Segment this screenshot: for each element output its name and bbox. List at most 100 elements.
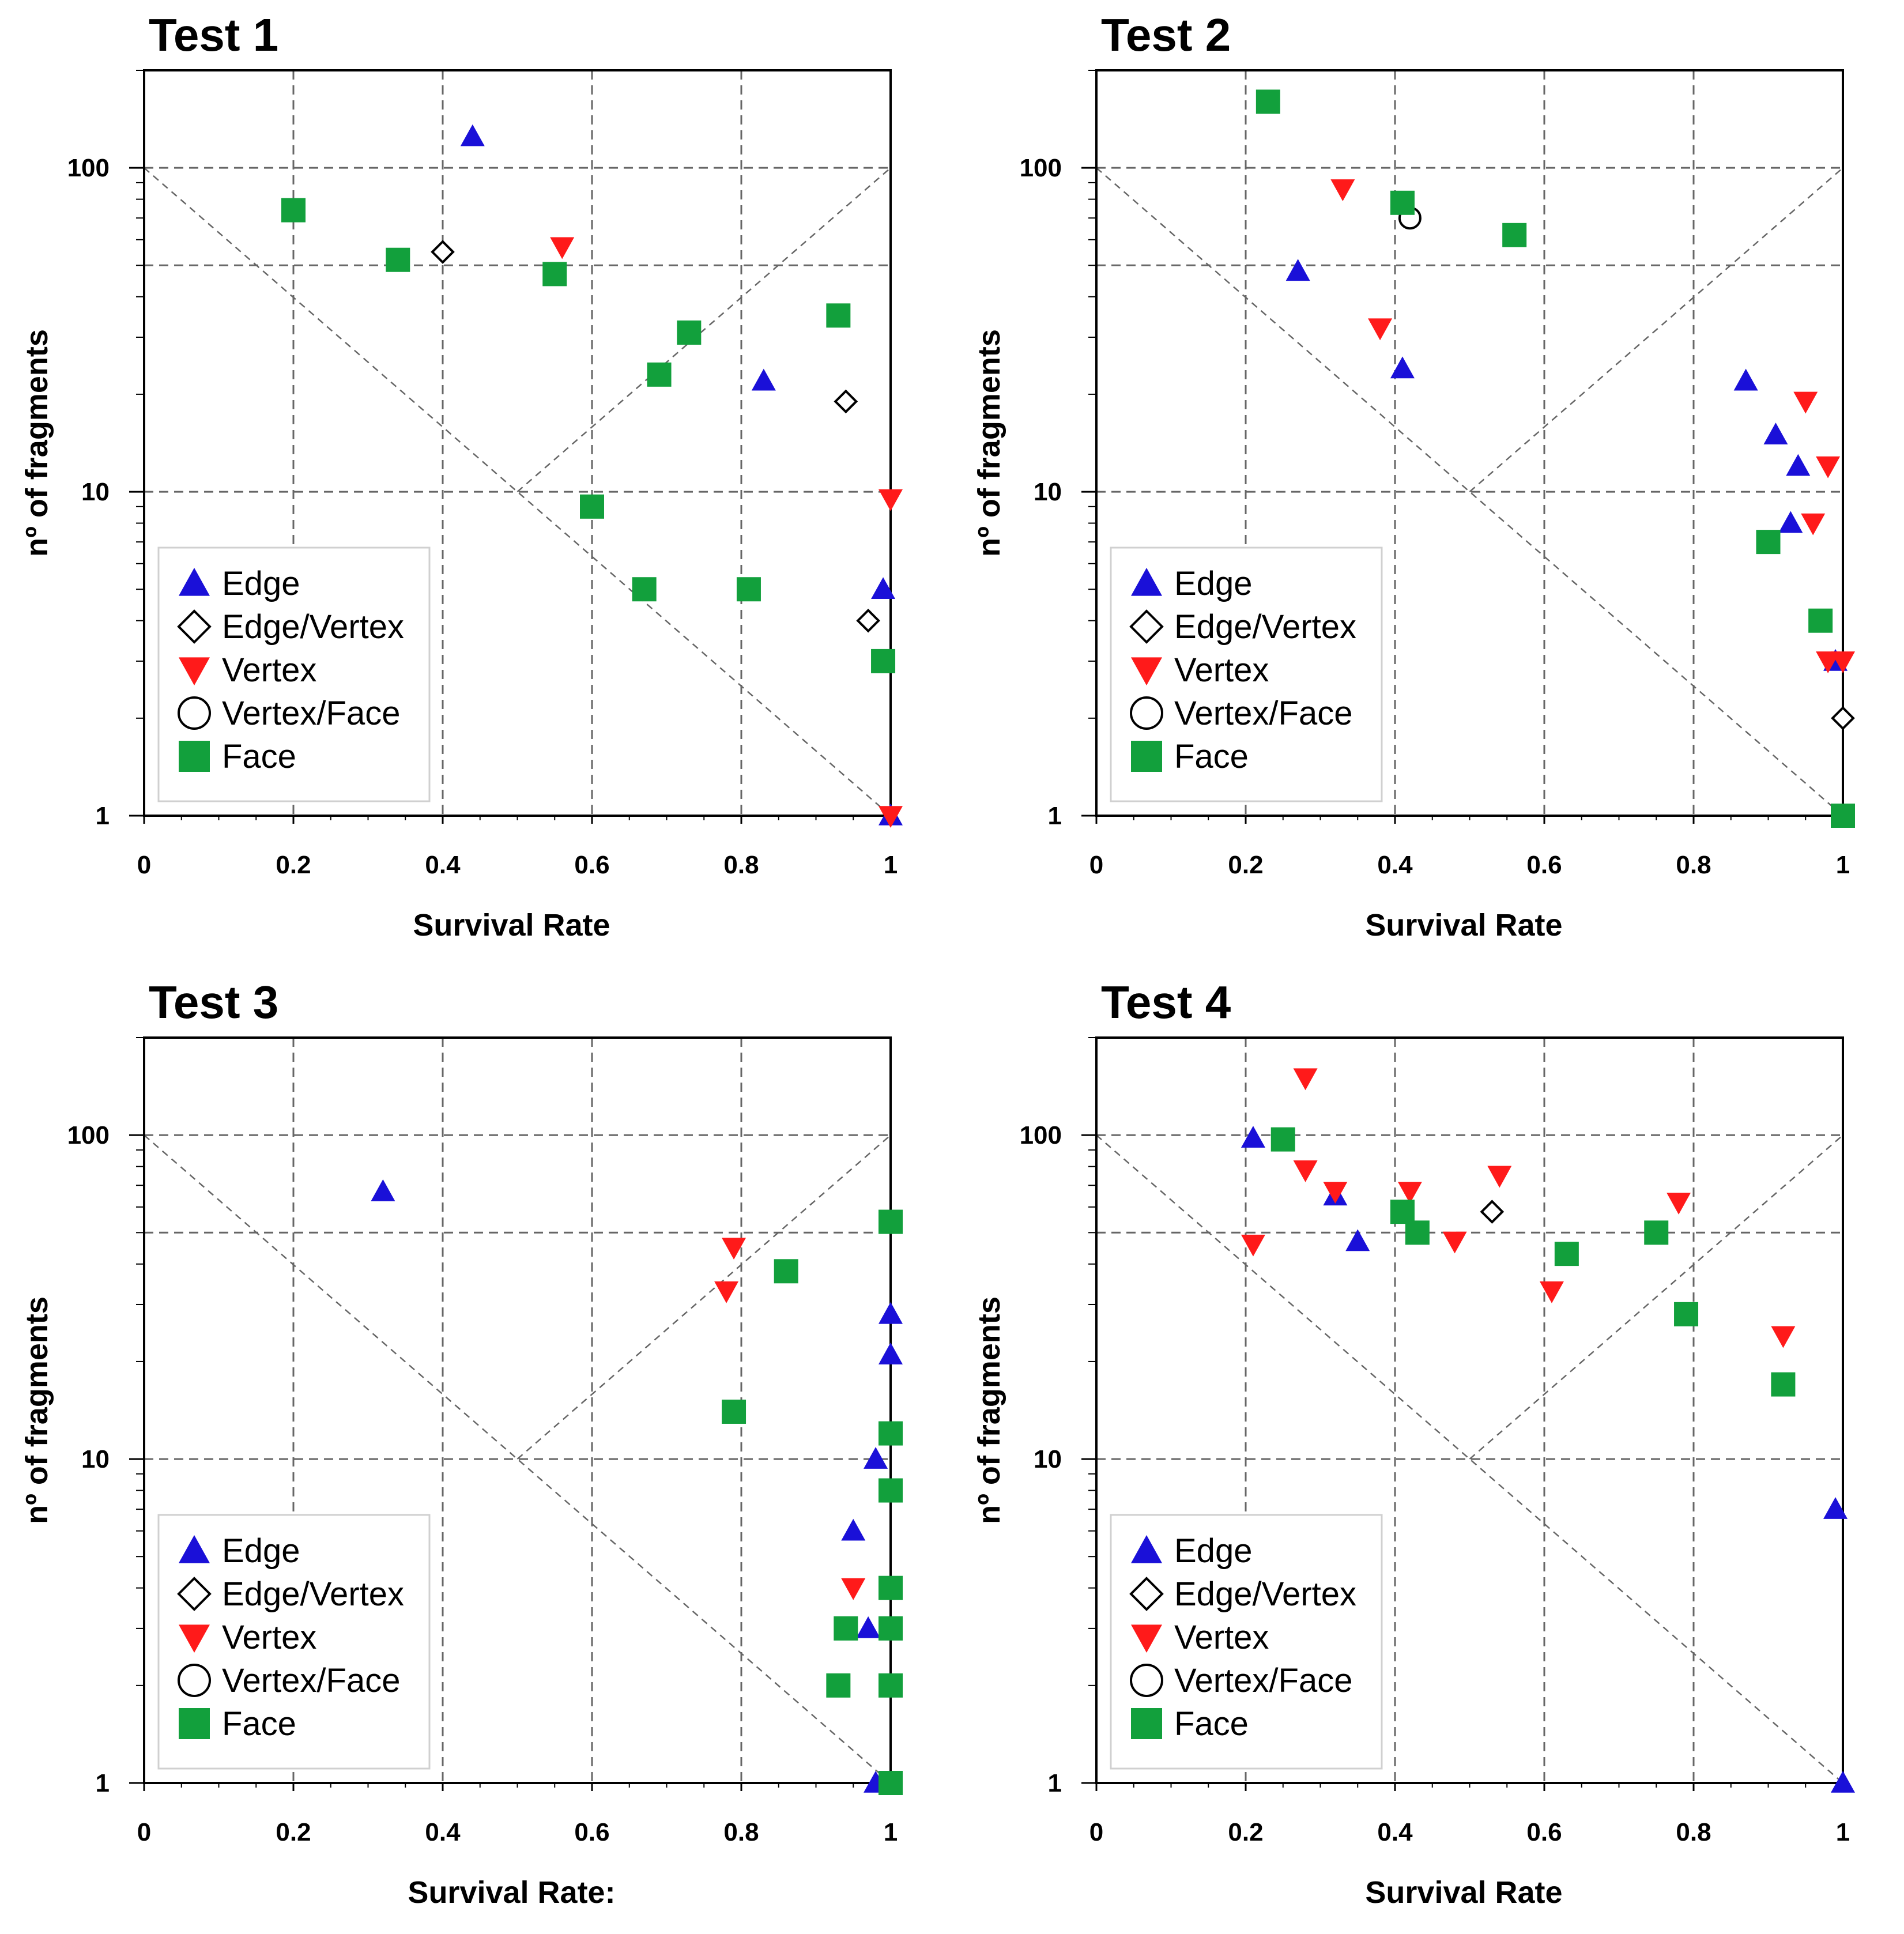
chart-svg: Test 1 1 10 100 0 0.2 0.4 0.6 0.8 1 Survival Rate n… — [20, 9, 903, 943]
chart-panel-test1: Test 1 1 10 100 0 0.2 0.4 0.6 0.8 1 Survival Rate n… — [0, 0, 952, 967]
x-tick-label: 0.2 — [276, 851, 311, 879]
data-point-edge — [371, 1179, 395, 1201]
data-point-vertex — [1487, 1166, 1512, 1188]
reference-diagonal-rising — [1469, 1134, 1843, 1460]
legend-marker-edge-vertex — [1129, 609, 1164, 644]
legend-marker-face — [179, 1708, 210, 1739]
chart-panel-test4: Test 4 1 10 100 0 0.2 0.4 0.6 0.8 1 Survival Rate n… — [952, 967, 1904, 1934]
legend-label-edge-vertex: Edge/Vertex — [1174, 608, 1356, 646]
y-tick-label: 1 — [1048, 1769, 1062, 1797]
reference-diagonal-falling — [144, 167, 891, 816]
x-axis-label: Survival Rate — [1365, 1875, 1562, 1910]
data-point-face — [281, 198, 306, 223]
x-axis-label: Survival Rate — [1365, 908, 1562, 943]
legend: Edge Edge/Vertex Vertex Vertex/Face Face — [1110, 1514, 1383, 1770]
data-point-vertex — [550, 237, 575, 259]
x-tick-label: 0.6 — [574, 1818, 609, 1846]
legend: Edge Edge/Vertex Vertex Vertex/Face Face — [157, 1514, 431, 1770]
legend-marker-vertex — [1131, 1624, 1162, 1653]
data-point-vertex — [1293, 1160, 1318, 1182]
y-axis-label: nº of fragments — [972, 329, 1006, 557]
legend-label-vertex-face: Vertex/Face — [1174, 1662, 1352, 1699]
data-point-face — [879, 1673, 903, 1698]
data-point-face — [1554, 1242, 1579, 1266]
plot-frame — [143, 1036, 892, 1784]
plot-frame — [1095, 69, 1844, 817]
data-point-edge — [460, 124, 485, 146]
data-point-edge — [1241, 1126, 1265, 1148]
reference-diagonal-rising — [1469, 167, 1843, 493]
legend-label-face: Face — [1174, 738, 1249, 775]
y-tick-label: 10 — [81, 478, 110, 506]
chart-svg: Test 4 1 10 100 0 0.2 0.4 0.6 0.8 1 Survival Rate n… — [972, 977, 1855, 1910]
data-point-edge — [1763, 423, 1788, 444]
data-point-vertex — [1397, 1182, 1422, 1204]
legend-label-edge-vertex: Edge/Vertex — [1174, 1575, 1356, 1613]
y-axis-label: nº of fragments — [20, 1296, 54, 1524]
legend-label-edge: Edge — [1174, 1532, 1252, 1570]
x-tick-label: 0 — [1089, 1818, 1103, 1846]
data-point-vertex — [1771, 1326, 1796, 1348]
data-point-face — [879, 1209, 903, 1234]
data-points — [371, 1179, 903, 1795]
data-point-edge — [1285, 259, 1310, 281]
y-tick-label: 10 — [1034, 478, 1062, 506]
data-point-face — [1771, 1372, 1796, 1397]
data-point-edge — [1345, 1229, 1370, 1251]
reference-diagonal-falling — [1096, 1134, 1843, 1784]
y-axis-label: nº of fragments — [972, 1296, 1006, 1524]
data-point-face — [542, 262, 567, 286]
y-axis-label: nº of fragments — [20, 329, 54, 557]
x-tick-label: 0.4 — [425, 851, 461, 879]
data-point-face — [871, 649, 896, 673]
legend-marker-vertex-face — [1130, 1664, 1163, 1697]
data-point-edge — [751, 368, 776, 391]
data-point-face — [647, 362, 672, 387]
legend: Edge Edge/Vertex Vertex Vertex/Face Face — [1110, 546, 1383, 802]
data-point-vertex — [1667, 1193, 1691, 1215]
legend-label-vertex: Vertex — [1174, 1619, 1269, 1656]
data-point-edge — [1786, 454, 1811, 476]
plot-frame — [143, 69, 892, 817]
data-point-edge — [1390, 356, 1415, 379]
x-tick-label: 0.8 — [1676, 851, 1711, 879]
legend-marker-face — [179, 741, 210, 772]
data-point-face — [1405, 1220, 1430, 1245]
data-point-face — [386, 247, 410, 272]
data-point-face — [1674, 1302, 1699, 1326]
reference-diagonal-rising — [516, 167, 891, 493]
legend-label-vertex-face: Vertex/Face — [222, 1662, 400, 1699]
x-tick-label: 0.4 — [1377, 851, 1413, 879]
data-point-edge — [856, 1616, 881, 1638]
data-point-edge-vertex — [1831, 706, 1855, 730]
x-tick-label: 0.2 — [1228, 851, 1263, 879]
legend-marker-edge — [179, 1535, 210, 1563]
data-points — [1255, 89, 1855, 828]
data-point-face — [580, 494, 604, 519]
data-point-edge — [1733, 368, 1758, 391]
data-point-edge — [879, 1302, 903, 1324]
data-point-vertex — [1241, 1234, 1265, 1257]
data-point-face — [722, 1399, 746, 1424]
x-tick-label: 0.8 — [723, 851, 759, 879]
y-tick-label: 100 — [1020, 154, 1062, 182]
legend-marker-face — [1131, 741, 1162, 772]
data-point-vertex — [879, 489, 903, 511]
legend-marker-edge-vertex — [177, 609, 212, 644]
legend-marker-vertex-face — [178, 696, 211, 730]
data-point-vertex — [722, 1238, 746, 1260]
data-point-face — [632, 577, 657, 602]
x-tick-label: 0.6 — [1526, 1818, 1562, 1846]
data-point-edge-vertex — [834, 389, 858, 414]
legend-label-vertex: Vertex — [222, 1619, 316, 1656]
data-point-edge — [841, 1518, 866, 1541]
data-point-vertex — [1293, 1068, 1318, 1091]
y-tick-label: 10 — [1034, 1445, 1062, 1473]
data-point-face — [879, 1478, 903, 1503]
data-point-face — [826, 1673, 851, 1698]
data-point-vertex — [879, 806, 903, 828]
y-tick-label: 100 — [67, 154, 110, 182]
data-points — [1241, 1068, 1855, 1793]
y-tick-label: 100 — [67, 1121, 110, 1149]
plot-frame — [1095, 1036, 1844, 1784]
